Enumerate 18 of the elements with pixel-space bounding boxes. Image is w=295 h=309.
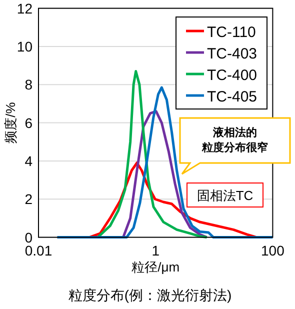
x-tick-label: 1 (152, 242, 160, 258)
y-tick-label: 2 (24, 191, 33, 208)
y-tick-label: 8 (24, 76, 33, 93)
y-tick-label: 10 (16, 38, 33, 54)
y-tick-label: 6 (24, 114, 33, 131)
annotation: 固相法TC (196, 188, 254, 203)
y-tick-label: 12 (16, 0, 33, 16)
legend-label: TC-400 (207, 67, 258, 84)
annotation: 液相法的 (212, 126, 257, 139)
legend-label: TC-405 (207, 88, 258, 106)
y-tick-label: 4 (24, 152, 33, 169)
legend-label: TC-403 (207, 46, 258, 62)
x-tick-label: 100 (261, 242, 285, 258)
y-axis-title: 频度/% (3, 102, 18, 144)
legend-label: TC-110 (207, 24, 256, 41)
text: 粒度分布(例：激光衍射法) (68, 287, 232, 303)
annotation: 粒度分布很窄 (201, 141, 268, 154)
x-axis-title: 粒径/μm (132, 259, 180, 274)
